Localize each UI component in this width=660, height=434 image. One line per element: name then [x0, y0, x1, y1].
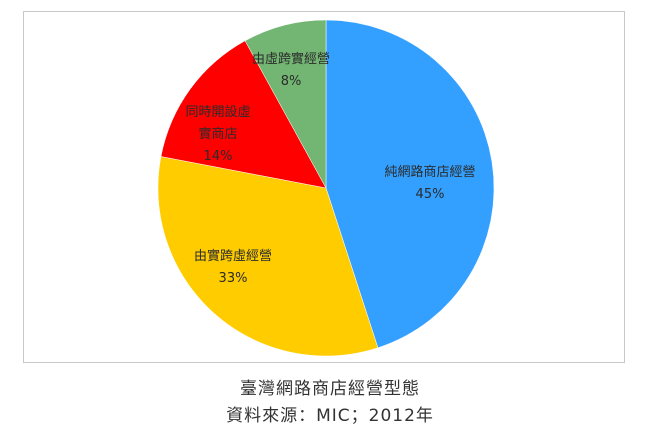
slice-online-only — [325, 19, 495, 349]
slice-name-label: 由虛跨實經營 — [252, 51, 330, 67]
chart-source: 資料來源：MIC；2012年 — [226, 406, 434, 426]
slice-name-label: 純網路商店經營 — [384, 164, 475, 180]
slice-physical-to-online — [157, 156, 379, 357]
slice-value-label: 8% — [281, 74, 302, 89]
slice-name-label: 由實跨虛經營 — [194, 248, 272, 264]
slice-value-label: 45% — [416, 187, 445, 202]
slice-both-stores — [160, 40, 327, 189]
slice-online-to-physical — [244, 19, 327, 189]
slice-value-label: 14% — [204, 149, 233, 164]
slice-name-label: 同時開設虛 — [185, 104, 250, 120]
chart-title: 臺灣網路商店經營型態 — [240, 379, 420, 399]
slice-name-label: 實商店 — [198, 126, 237, 142]
slice-value-label: 33% — [219, 271, 248, 286]
